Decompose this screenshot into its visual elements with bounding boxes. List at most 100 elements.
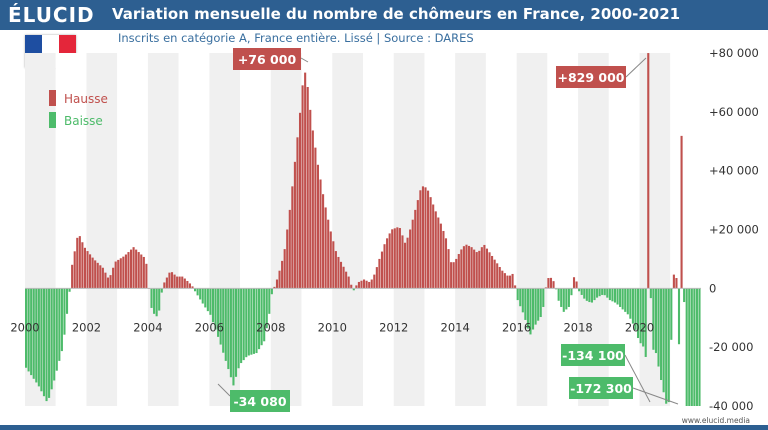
year-band [455, 53, 486, 406]
bar [40, 288, 43, 392]
bar [283, 249, 286, 289]
x-axis: 2000 2002 2004 2006 2008 2010 2012 2014 2016 2018… [10, 320, 654, 334]
footer-bar [0, 425, 768, 430]
annotation-callout: -134 100 [561, 344, 651, 403]
bar [106, 277, 110, 289]
bar [219, 288, 222, 345]
bar [48, 288, 51, 398]
bar [240, 288, 243, 364]
bar [168, 272, 171, 289]
bar [552, 281, 555, 289]
bar [508, 275, 512, 289]
bar [693, 288, 696, 406]
bar [521, 288, 524, 313]
bar [383, 244, 386, 289]
bar [606, 288, 609, 298]
bar [65, 288, 69, 314]
y-tick-label: -40 000 [709, 399, 753, 413]
bar [355, 285, 358, 289]
year-band [332, 53, 363, 406]
y-tick-label: +20 000 [709, 223, 759, 237]
bar [132, 247, 135, 289]
bar [227, 288, 230, 370]
bar [373, 274, 376, 289]
bar [91, 257, 94, 289]
legend-swatch [49, 112, 56, 128]
footer-source-url: www.elucid.media [681, 416, 750, 425]
bar [83, 247, 86, 289]
bar [447, 249, 450, 289]
bar [186, 280, 189, 289]
bar [258, 288, 261, 350]
bar [557, 288, 560, 301]
bar [488, 252, 491, 289]
bar [585, 288, 588, 301]
annotation-box [230, 390, 290, 412]
bar [124, 254, 127, 289]
bar [260, 288, 263, 346]
bar [649, 288, 652, 299]
bar [109, 275, 112, 289]
bar [324, 207, 327, 289]
bar [94, 260, 97, 289]
bar [32, 288, 35, 379]
bar [396, 227, 399, 289]
annotation-callout: +829 000 [556, 57, 647, 88]
bar [685, 288, 688, 406]
bar [365, 280, 368, 289]
bar [634, 288, 637, 330]
annotation-leader [632, 387, 679, 405]
bar [242, 288, 245, 361]
bar [675, 278, 678, 289]
bar [452, 262, 455, 289]
bar [214, 288, 217, 330]
bar [334, 251, 337, 289]
bar [657, 288, 660, 367]
bar [135, 249, 138, 289]
bar [485, 248, 489, 289]
bar [153, 288, 156, 314]
annotations: +76 000 +829 000 -34 080 -134 100 -172 300 [217, 48, 679, 412]
annotation-label: +76 000 [238, 52, 297, 67]
bar [616, 288, 619, 305]
bar [690, 288, 693, 406]
bar [439, 223, 442, 289]
bar [339, 261, 343, 289]
annotation-callout: -34 080 [217, 383, 290, 412]
bar [647, 53, 650, 289]
bar [337, 256, 340, 289]
bar [667, 288, 670, 403]
bar [104, 272, 107, 289]
bar [491, 255, 494, 289]
bar [416, 200, 419, 289]
bar [250, 288, 253, 355]
bar [35, 288, 38, 383]
bar [613, 288, 617, 303]
bar [529, 288, 532, 335]
y-tick-label: +60 000 [709, 105, 759, 119]
bar [401, 235, 404, 289]
bar [542, 288, 545, 307]
bar [578, 288, 581, 292]
bar [593, 288, 596, 301]
bar [129, 249, 133, 289]
bar [501, 270, 504, 289]
bar [660, 288, 663, 381]
bar [232, 288, 235, 386]
bar [96, 262, 99, 289]
x-tick-label: 2000 [10, 320, 39, 334]
bar [193, 288, 197, 292]
bar [380, 251, 384, 289]
bar [245, 288, 248, 358]
bar [534, 288, 537, 325]
bar [524, 288, 527, 320]
bar [608, 288, 611, 301]
bar [455, 258, 458, 289]
bar [642, 288, 645, 347]
bar [45, 288, 48, 402]
x-tick-label: 2018 [563, 320, 592, 334]
header-bar: ÉLUCID Variation mensuelle du nombre de … [0, 0, 768, 30]
bar [114, 261, 117, 289]
brand-logo: ÉLUCID [8, 3, 95, 27]
y-tick-label: 0 [709, 281, 716, 295]
